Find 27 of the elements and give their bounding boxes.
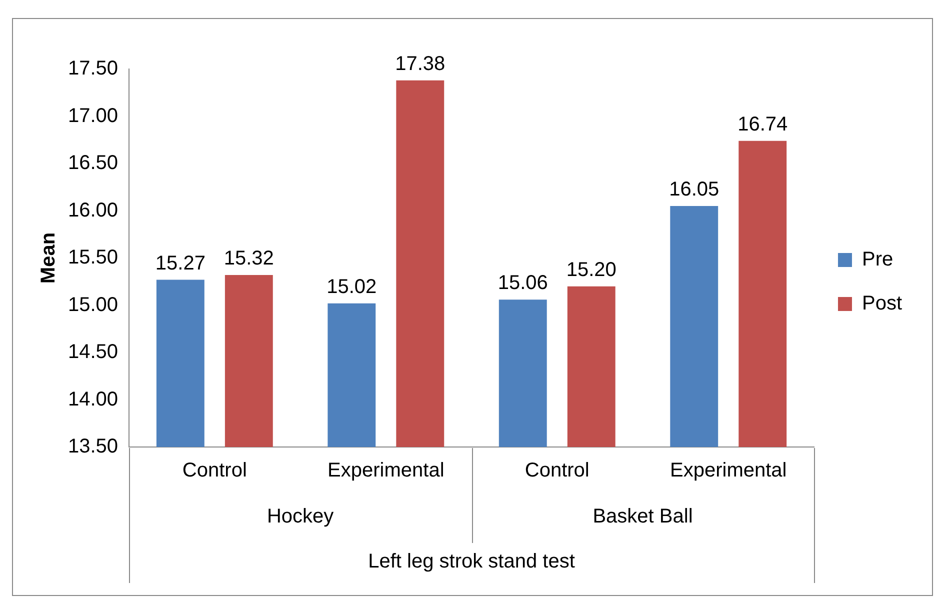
y-tick-label: 14.00: [68, 388, 118, 410]
x-tick-label: Experimental: [328, 460, 444, 482]
y-tick-label: 13.50: [68, 436, 118, 458]
data-label: 16.05: [669, 178, 720, 201]
y-tick-label: 16.50: [68, 152, 118, 174]
data-label: 15.27: [155, 252, 206, 274]
text: Basket Ball: [592, 506, 693, 528]
y-tick-label: 17.00: [68, 104, 118, 127]
x-axis-title: Left leg strok stand test: [368, 550, 576, 573]
y-tick-label: 16.00: [68, 199, 118, 222]
data-label: 17.38: [395, 52, 446, 75]
data-label: 15.32: [224, 248, 274, 270]
y-tick-label: 17.50: [68, 58, 118, 80]
text: Hockey: [266, 506, 334, 528]
data-label: 15.02: [326, 276, 377, 298]
y-tick-label: 15.00: [68, 294, 118, 316]
y-axis-title: Mean: [38, 232, 60, 284]
x-tick-label: Control: [524, 460, 590, 482]
x-tick-label: Control: [182, 460, 247, 482]
legend-label: Post: [862, 292, 902, 315]
data-label: 15.06: [498, 272, 548, 294]
y-tick-label: 15.50: [68, 246, 118, 269]
data-label: 15.20: [566, 258, 616, 281]
y-tick-label: 14.50: [68, 341, 118, 364]
legend-label: Pre: [862, 248, 894, 271]
x-tick-label: Experimental: [670, 460, 787, 482]
data-label: 16.74: [738, 113, 788, 136]
